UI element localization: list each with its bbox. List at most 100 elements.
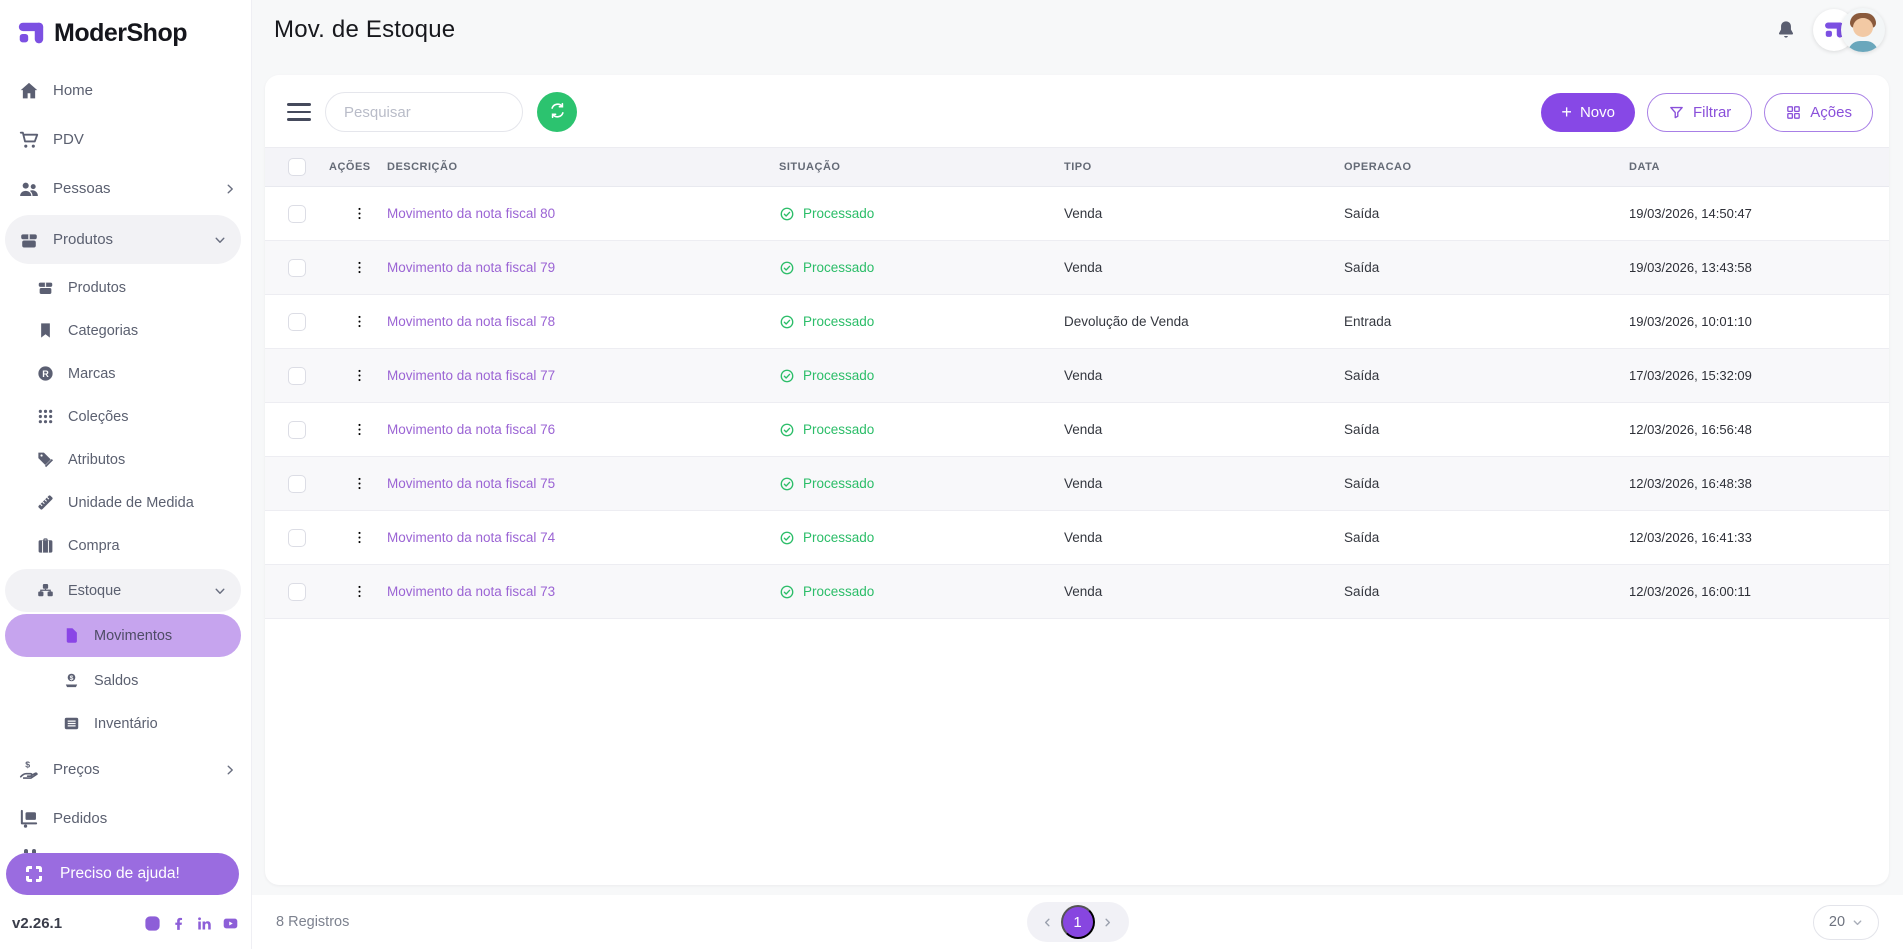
hidden-menu-item: [0, 843, 251, 853]
social-links: [144, 915, 239, 932]
row-data: 12/03/2026, 16:41:33: [1629, 530, 1752, 545]
row-description-link[interactable]: Movimento da nota fiscal 78: [387, 313, 556, 329]
refresh-button[interactable]: [537, 92, 577, 132]
table-row: Movimento da nota fiscal 78 Processado Dev…: [265, 295, 1889, 349]
row-kebab-icon[interactable]: [351, 529, 368, 546]
row-data: 17/03/2026, 15:32:09: [1629, 368, 1752, 383]
row-kebab-icon[interactable]: [351, 205, 368, 222]
sidebar-item-compra[interactable]: Compra: [0, 524, 251, 567]
status-label: Processado: [803, 314, 875, 329]
table-body: Movimento da nota fiscal 80 Processado Ven…: [265, 187, 1889, 619]
filter-funnel-icon: [1668, 104, 1685, 121]
sidebar-item-unidade-de-medida[interactable]: Unidade de Medida: [0, 481, 251, 524]
row-kebab-icon[interactable]: [351, 259, 368, 276]
row-tipo: Venda: [1064, 584, 1103, 599]
sidebar-item-estoque[interactable]: Estoque: [5, 569, 241, 612]
brand-logo-icon: [16, 18, 46, 48]
row-checkbox[interactable]: [288, 366, 306, 385]
next-page-chevron-icon[interactable]: [1097, 911, 1119, 933]
check-circle-icon: [779, 584, 795, 600]
row-checkbox[interactable]: [288, 258, 306, 277]
row-kebab-icon[interactable]: [351, 475, 368, 492]
user-avatar[interactable]: [1841, 8, 1885, 52]
row-kebab-icon[interactable]: [351, 367, 368, 384]
sidebar-item-label: Produtos: [68, 279, 127, 296]
sidebar-item-home[interactable]: Home: [0, 66, 251, 115]
row-tipo: Venda: [1064, 530, 1103, 545]
table-row: Movimento da nota fiscal 75 Processado Ven…: [265, 457, 1889, 511]
sidebar-item-categorias[interactable]: Categorias: [0, 309, 251, 352]
help-button[interactable]: Preciso de ajuda!: [6, 853, 239, 895]
sidebar-item-inventario[interactable]: Inventário: [0, 702, 251, 745]
row-description-link[interactable]: Movimento da nota fiscal 79: [387, 259, 556, 275]
row-checkbox[interactable]: [288, 204, 306, 223]
col-data: DATA: [1629, 161, 1660, 173]
row-tipo: Venda: [1064, 422, 1103, 437]
sidebar-item-pessoas[interactable]: Pessoas: [0, 164, 251, 213]
menu-toggle-icon[interactable]: [287, 103, 311, 121]
current-page-button[interactable]: 1: [1060, 905, 1095, 939]
notifications-bell-icon[interactable]: [1775, 19, 1797, 41]
row-checkbox[interactable]: [288, 528, 306, 547]
sidebar-item-label: Produtos: [53, 231, 114, 248]
coin-icon: $: [62, 671, 81, 690]
row-kebab-icon[interactable]: [351, 313, 368, 330]
row-checkbox[interactable]: [288, 474, 306, 493]
row-data: 19/03/2026, 14:50:47: [1629, 206, 1752, 221]
instagram-icon[interactable]: [144, 915, 161, 932]
prev-page-chevron-icon[interactable]: [1037, 911, 1059, 933]
row-description-link[interactable]: Movimento da nota fiscal 73: [387, 583, 556, 599]
row-checkbox[interactable]: [288, 312, 306, 331]
linkedin-icon[interactable]: [196, 915, 213, 932]
sidebar-item-produtos[interactable]: Produtos: [0, 266, 251, 309]
sidebar-item-label: Inventário: [94, 715, 158, 732]
row-description-link[interactable]: Movimento da nota fiscal 80: [387, 205, 556, 221]
svg-text:$: $: [70, 675, 74, 682]
account-avatars[interactable]: [1813, 8, 1885, 52]
box-icon: [36, 278, 55, 297]
sidebar-item-saldos[interactable]: $ Saldos: [0, 659, 251, 702]
table-row: Movimento da nota fiscal 73 Processado Ven…: [265, 565, 1889, 619]
row-tipo: Venda: [1064, 206, 1103, 221]
page-size-select[interactable]: 20: [1813, 904, 1879, 940]
row-checkbox[interactable]: [288, 582, 306, 601]
sidebar-item-produtos[interactable]: Produtos: [5, 215, 241, 264]
sidebar-menu: Home PDV Pessoas Produtos Produtos Categorias…: [0, 66, 251, 853]
status-label: Processado: [803, 476, 875, 491]
sidebar-item-marcas[interactable]: R Marcas: [0, 352, 251, 395]
plus-icon: +: [1561, 102, 1572, 122]
row-description-link[interactable]: Movimento da nota fiscal 76: [387, 421, 556, 437]
row-description-link[interactable]: Movimento da nota fiscal 74: [387, 529, 556, 545]
sidebar-item-label: Pedidos: [53, 810, 108, 827]
youtube-icon[interactable]: [222, 915, 239, 932]
table-row: Movimento da nota fiscal 80 Processado Ven…: [265, 187, 1889, 241]
sidebar-item-label: Marcas: [68, 365, 116, 382]
help-qr-icon: [22, 862, 46, 886]
filtrar-button[interactable]: Filtrar: [1646, 92, 1753, 132]
search-input[interactable]: [325, 92, 523, 132]
sidebar-item-precos[interactable]: $ Preços: [0, 745, 251, 794]
sidebar-item-pdv[interactable]: PDV: [0, 115, 251, 164]
row-status: Processado: [779, 530, 1064, 546]
acoes-button[interactable]: Ações: [1764, 92, 1873, 132]
row-description-link[interactable]: Movimento da nota fiscal 77: [387, 367, 556, 383]
sidebar-item-colecoes[interactable]: Coleções: [0, 395, 251, 438]
sidebar-item-label: Preços: [53, 761, 100, 778]
row-kebab-icon[interactable]: [351, 421, 368, 438]
novo-button[interactable]: + Novo: [1541, 92, 1635, 132]
row-checkbox[interactable]: [288, 420, 306, 439]
select-all-checkbox[interactable]: [288, 158, 306, 176]
table-header-row: AÇÕES DESCRIÇÃO SITUAÇÃO TIPO OPERACAO D…: [265, 147, 1889, 187]
sidebar-item-label: Categorias: [68, 322, 139, 339]
sidebar-item-pedidos[interactable]: Pedidos: [0, 794, 251, 843]
check-circle-icon: [779, 260, 795, 276]
sidebar-item-movimentos[interactable]: Movimentos: [5, 614, 241, 657]
sidebar-item-label: Movimentos: [94, 627, 173, 644]
row-description-link[interactable]: Movimento da nota fiscal 75: [387, 475, 556, 491]
row-status: Processado: [779, 422, 1064, 438]
row-kebab-icon[interactable]: [351, 583, 368, 600]
brand-logo[interactable]: ModerShop: [0, 0, 251, 62]
sidebar-item-atributos[interactable]: Atributos: [0, 438, 251, 481]
row-operacao: Saída: [1344, 530, 1380, 545]
facebook-icon[interactable]: [170, 915, 187, 932]
